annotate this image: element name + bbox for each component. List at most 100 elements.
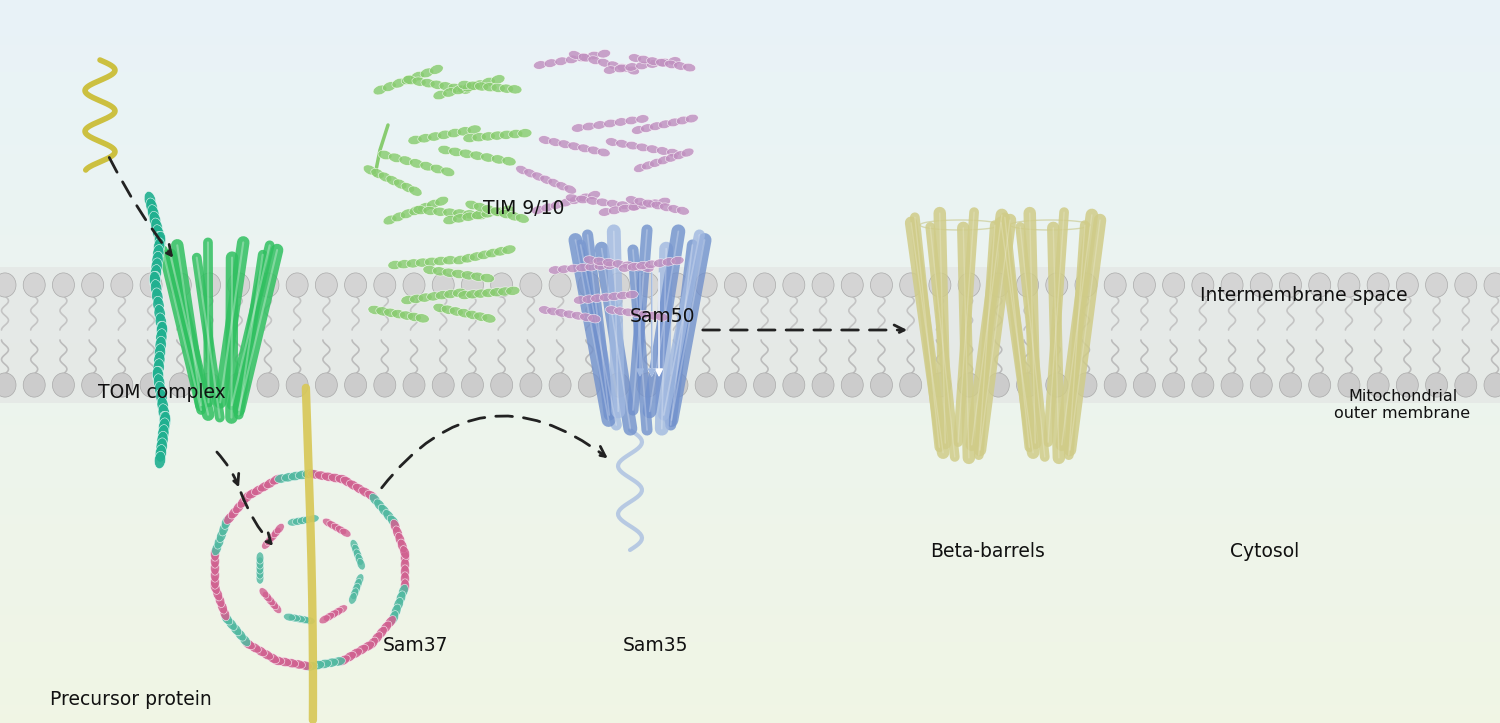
Ellipse shape (260, 649, 273, 660)
Ellipse shape (198, 373, 220, 397)
Ellipse shape (458, 291, 472, 299)
Ellipse shape (1425, 273, 1448, 297)
Bar (0, 533, 1500, 543)
Bar (0, 343, 1500, 354)
Ellipse shape (158, 424, 170, 442)
Ellipse shape (596, 198, 609, 207)
Ellipse shape (462, 273, 483, 297)
Ellipse shape (170, 273, 192, 297)
Ellipse shape (410, 294, 423, 304)
Ellipse shape (258, 482, 272, 492)
Text: Sam50: Sam50 (630, 307, 696, 326)
Ellipse shape (615, 118, 627, 127)
Ellipse shape (392, 309, 405, 319)
Ellipse shape (346, 480, 360, 490)
Ellipse shape (356, 554, 363, 565)
Ellipse shape (588, 146, 600, 155)
Ellipse shape (320, 615, 330, 624)
Ellipse shape (328, 474, 342, 483)
Bar (0, 714, 1500, 723)
Ellipse shape (573, 296, 586, 304)
Ellipse shape (388, 611, 399, 625)
Ellipse shape (578, 54, 591, 62)
Ellipse shape (327, 521, 338, 530)
Ellipse shape (374, 85, 387, 95)
Ellipse shape (586, 197, 598, 205)
Ellipse shape (616, 201, 630, 210)
Ellipse shape (490, 74, 506, 85)
Ellipse shape (298, 616, 310, 624)
Bar (0, 325, 1500, 335)
Ellipse shape (242, 490, 254, 503)
Ellipse shape (753, 373, 776, 397)
Ellipse shape (666, 273, 688, 297)
Ellipse shape (354, 578, 362, 590)
Ellipse shape (477, 250, 492, 260)
Ellipse shape (413, 77, 426, 86)
Ellipse shape (638, 201, 651, 210)
Text: TIM 9/10: TIM 9/10 (483, 199, 564, 218)
Ellipse shape (466, 290, 480, 299)
Ellipse shape (322, 518, 333, 527)
Ellipse shape (1017, 373, 1038, 397)
Bar (0, 551, 1500, 561)
Ellipse shape (284, 613, 296, 621)
Ellipse shape (1484, 273, 1500, 297)
Ellipse shape (153, 367, 164, 384)
Bar (0, 416, 1500, 426)
Ellipse shape (1134, 373, 1155, 397)
Text: Sam37: Sam37 (382, 636, 448, 655)
Ellipse shape (272, 603, 282, 614)
Ellipse shape (616, 64, 630, 72)
Ellipse shape (626, 141, 639, 150)
Ellipse shape (315, 471, 328, 480)
Ellipse shape (1251, 373, 1272, 397)
Bar (0, 424, 1500, 435)
Ellipse shape (382, 510, 394, 522)
Ellipse shape (597, 49, 610, 58)
Ellipse shape (404, 273, 424, 297)
Ellipse shape (256, 273, 279, 297)
Ellipse shape (268, 531, 278, 542)
Ellipse shape (606, 200, 619, 208)
Ellipse shape (592, 257, 606, 265)
Ellipse shape (288, 471, 303, 481)
Ellipse shape (639, 310, 651, 319)
Bar (0, 488, 1500, 498)
Ellipse shape (400, 296, 416, 304)
Bar (0, 389, 1500, 398)
Ellipse shape (302, 515, 313, 523)
Ellipse shape (622, 308, 634, 317)
Ellipse shape (402, 74, 416, 85)
Ellipse shape (350, 539, 358, 551)
Ellipse shape (266, 595, 276, 606)
Ellipse shape (576, 54, 590, 61)
Bar (0, 479, 1500, 489)
Bar (0, 370, 1500, 380)
Ellipse shape (645, 260, 658, 268)
Ellipse shape (422, 79, 435, 87)
Bar (0, 470, 1500, 480)
Bar (0, 0, 1500, 10)
Ellipse shape (267, 653, 279, 664)
Ellipse shape (470, 252, 483, 261)
Ellipse shape (159, 411, 171, 429)
Ellipse shape (1425, 373, 1448, 397)
Ellipse shape (576, 263, 590, 272)
Ellipse shape (266, 535, 274, 545)
Bar (0, 145, 1500, 155)
Ellipse shape (489, 288, 504, 296)
Ellipse shape (340, 476, 354, 487)
Ellipse shape (490, 373, 513, 397)
Ellipse shape (614, 307, 627, 315)
Bar (0, 506, 1500, 516)
Ellipse shape (646, 60, 660, 68)
Ellipse shape (388, 260, 402, 270)
Bar (0, 36, 1500, 46)
Ellipse shape (291, 660, 306, 669)
Ellipse shape (608, 273, 630, 297)
Ellipse shape (616, 291, 630, 300)
Ellipse shape (351, 588, 358, 599)
Ellipse shape (603, 258, 615, 267)
Ellipse shape (448, 83, 462, 93)
